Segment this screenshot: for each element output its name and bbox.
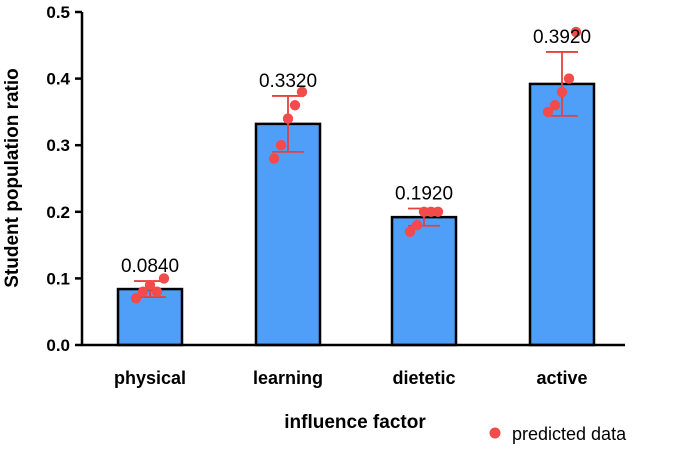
data-point-dietetic bbox=[432, 206, 444, 217]
legend: predicted data bbox=[489, 424, 627, 444]
data-point-physical bbox=[130, 293, 142, 304]
bar-learning bbox=[254, 122, 322, 347]
data-point-active bbox=[542, 106, 554, 118]
bar-dietetic bbox=[390, 215, 458, 347]
data-point-learning bbox=[289, 100, 301, 111]
value-label-learning: 0.3320 bbox=[259, 71, 317, 92]
y-tick-label: 0.4 bbox=[46, 70, 70, 89]
error-bar-learning bbox=[272, 95, 304, 153]
error-bar-active bbox=[546, 51, 578, 117]
data-point-learning bbox=[296, 86, 308, 98]
legend-label: predicted data bbox=[512, 424, 627, 444]
data-point-physical bbox=[151, 286, 163, 297]
legend-marker bbox=[489, 427, 501, 439]
data-point-physical bbox=[158, 273, 170, 284]
data-point-learning bbox=[268, 153, 280, 164]
data-point-physical bbox=[144, 279, 156, 291]
x-tick-label-active: active bbox=[536, 368, 587, 388]
y-tick-label: 0.0 bbox=[46, 336, 70, 355]
data-point-learning bbox=[282, 113, 294, 124]
bar-active bbox=[528, 82, 596, 347]
data-point-active bbox=[549, 100, 561, 111]
data-point-active bbox=[556, 86, 568, 98]
value-label-dietetic: 0.1920 bbox=[395, 183, 453, 204]
y-tick-label: 0.3 bbox=[46, 136, 70, 155]
x-tick-label-learning: learning bbox=[253, 368, 323, 388]
x-axis-title: influence factor bbox=[284, 412, 426, 433]
x-tick-label-dietetic: dietetic bbox=[392, 368, 455, 388]
value-label-active: 0.3920 bbox=[533, 27, 591, 48]
data-point-active bbox=[563, 73, 575, 84]
x-tick-label-physical: physical bbox=[114, 368, 186, 388]
y-tick-label: 0.2 bbox=[46, 203, 70, 222]
data-point-learning bbox=[275, 140, 287, 151]
y-tick-label: 0.5 bbox=[46, 3, 70, 22]
value-label-physical: 0.0840 bbox=[121, 256, 179, 277]
data-point-dietetic bbox=[411, 219, 423, 231]
data-point-physical bbox=[137, 286, 149, 297]
data-point-dietetic bbox=[404, 226, 416, 237]
data-point-active bbox=[570, 26, 582, 38]
y-axis-title: Student population ratio bbox=[2, 68, 23, 288]
y-tick-label: 0.1 bbox=[46, 269, 70, 288]
